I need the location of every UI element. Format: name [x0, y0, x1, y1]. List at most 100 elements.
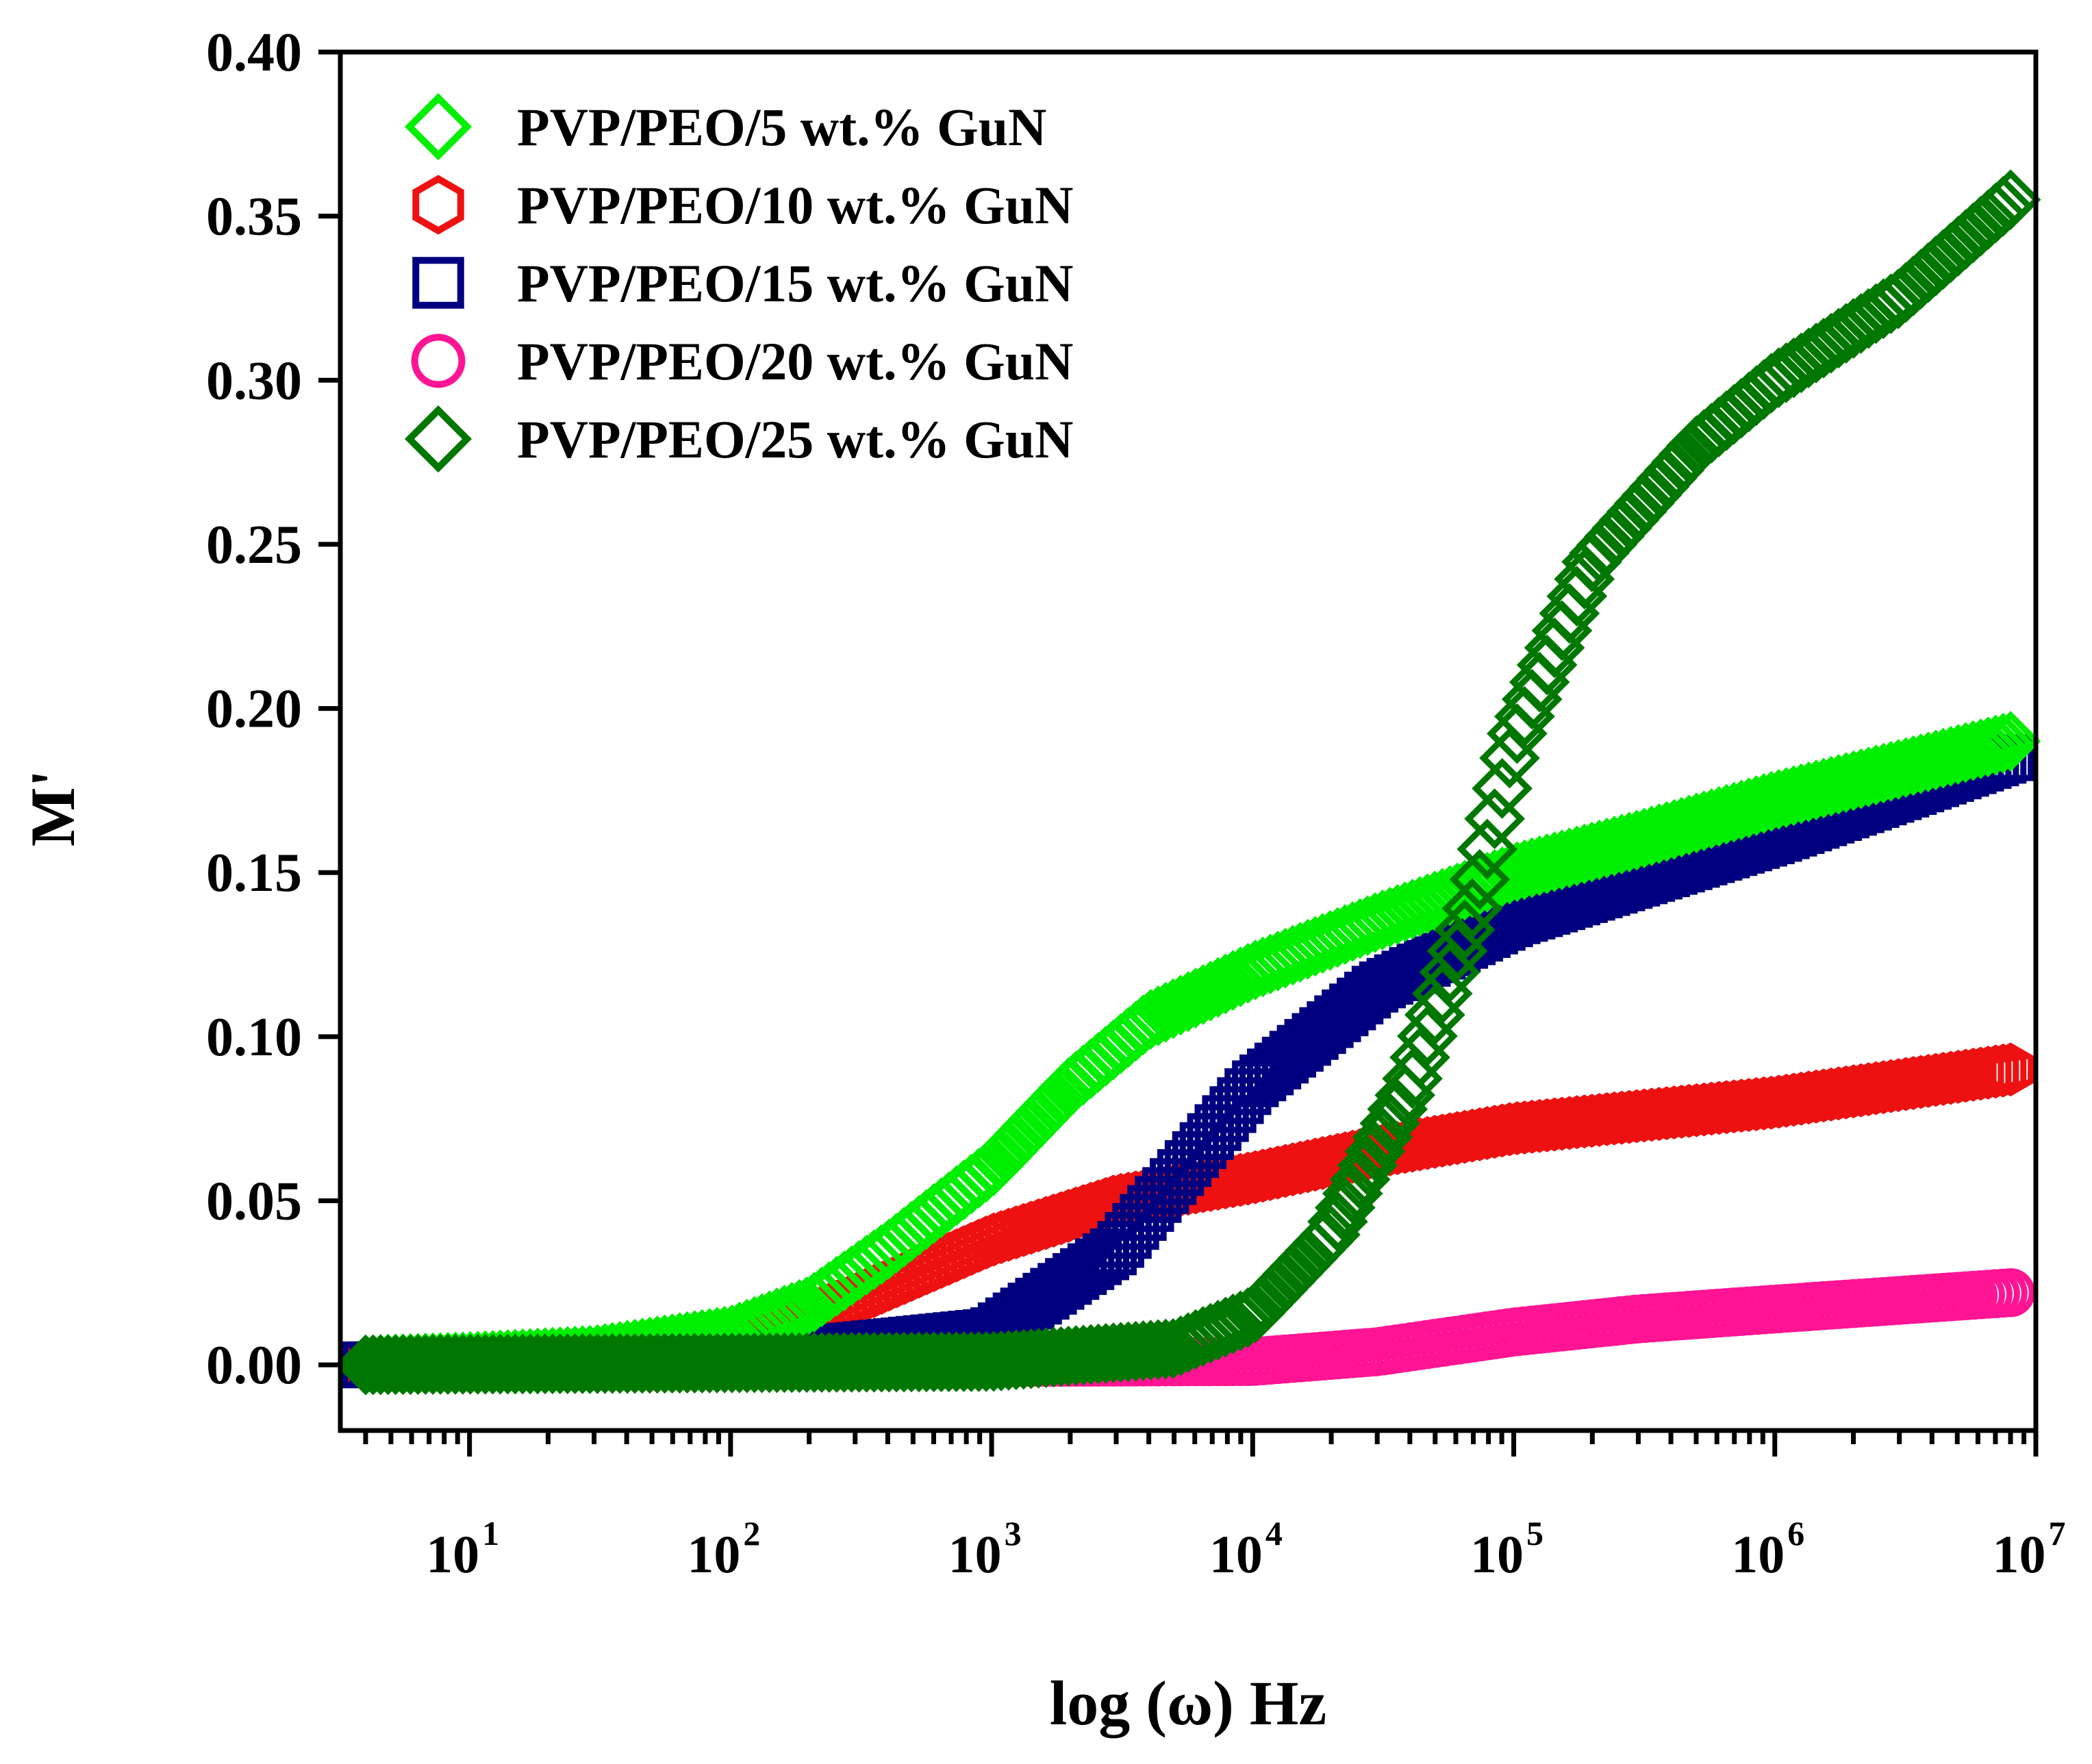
- data-point: [1441, 1109, 1489, 1164]
- data-point: [1202, 1155, 1249, 1210]
- data-point: [1980, 169, 2041, 231]
- data-point: [1965, 1045, 2012, 1100]
- data-point: [1448, 1108, 1496, 1163]
- data-point: [1419, 1113, 1466, 1168]
- data-point: [1531, 829, 1593, 891]
- series-1: [335, 711, 2041, 1396]
- data-point: [1875, 1058, 1922, 1112]
- data-point: [1022, 1196, 1070, 1250]
- data-point: [933, 1228, 980, 1283]
- data-point: [1904, 1054, 1952, 1108]
- y-tick-label: 0.10: [206, 1007, 302, 1068]
- data-point: [1807, 1067, 1855, 1122]
- data-point: [1620, 1088, 1668, 1143]
- data-point: [1246, 1147, 1294, 1201]
- data-point: [1269, 1142, 1316, 1197]
- data-point: [1957, 716, 2019, 778]
- data-point: [1553, 1095, 1600, 1150]
- x-tick-exponent: 2: [743, 1514, 760, 1552]
- data-point: [1889, 1056, 1937, 1110]
- data-point: [1740, 1076, 1787, 1131]
- data-point: [1763, 1073, 1810, 1128]
- data-point: [1726, 775, 1787, 836]
- data-point: [955, 1218, 1003, 1273]
- data-point: [1665, 1083, 1713, 1138]
- y-tick-label: 0.35: [206, 187, 302, 247]
- data-point: [1957, 1046, 2004, 1101]
- data-point: [1509, 835, 1570, 896]
- data-point: [985, 1207, 1033, 1262]
- data-point: [1037, 1191, 1085, 1246]
- x-tick-label: 102: [687, 1514, 760, 1584]
- data-point: [1658, 1085, 1705, 1139]
- data-point: [1755, 1074, 1802, 1129]
- data-point: [948, 1222, 995, 1276]
- data-point: [1935, 1050, 1982, 1104]
- legend: PVP/PEO/5 wt.% GuN PVP/PEO/10 wt.% GuN PVP…: [404, 92, 1074, 473]
- data-point: [1950, 718, 2011, 779]
- data-point: [1837, 1063, 1885, 1118]
- data-point: [1209, 1154, 1257, 1209]
- data-point: [1606, 1089, 1653, 1144]
- data-point: [1000, 1202, 1047, 1257]
- data-point: [1539, 827, 1600, 889]
- x-tick-label: 104: [1209, 1514, 1283, 1584]
- data-point: [1987, 1042, 2034, 1097]
- data-point: [1554, 823, 1615, 885]
- x-tick-exponent: 1: [482, 1514, 499, 1552]
- x-tick-exponent: 4: [1265, 1514, 1283, 1552]
- data-point: [1972, 712, 2034, 774]
- data-point: [1725, 1078, 1773, 1132]
- data-point: [1943, 720, 2004, 781]
- data-point: [1472, 757, 1533, 819]
- data-point: [1478, 1103, 1526, 1158]
- data-point: [1224, 1151, 1272, 1206]
- data-point: [1793, 1069, 1840, 1124]
- data-point: [1464, 788, 1526, 850]
- data-point: [1732, 1077, 1780, 1131]
- data-point: [1986, 1268, 2035, 1318]
- data-point: [1546, 825, 1608, 887]
- x-tick-exponent: 3: [1005, 1514, 1022, 1552]
- x-tick-label: 103: [948, 1514, 1022, 1584]
- data-point: [1897, 1055, 1945, 1109]
- data-point: [1696, 1081, 1743, 1135]
- data-point: [1456, 1107, 1503, 1161]
- data-point: [1045, 1189, 1092, 1243]
- data-point: [1411, 1115, 1459, 1169]
- data-point: [1471, 1105, 1518, 1159]
- data-point: [1561, 821, 1622, 883]
- data-point: [1486, 1102, 1533, 1157]
- y-tick-label: 0.40: [206, 23, 302, 83]
- data-point: [1867, 1059, 1915, 1113]
- y-tick-label: 0.30: [206, 351, 302, 411]
- data-point: [1232, 1150, 1279, 1205]
- data-point: [1733, 773, 1795, 834]
- data-point: [1554, 549, 1615, 609]
- data-point: [1433, 1111, 1481, 1166]
- data-point: [1053, 1186, 1100, 1241]
- legend-marker: [404, 92, 472, 161]
- data-point: [1561, 1094, 1608, 1149]
- data-point: [1374, 1064, 1436, 1126]
- data-point: [1449, 848, 1511, 910]
- data-point: [1569, 819, 1630, 881]
- data-point: [1239, 1148, 1287, 1203]
- legend-label: PVP/PEO/10 wt.% GuN: [517, 175, 1074, 235]
- x-tick-label: 101: [426, 1514, 499, 1584]
- data-point: [1927, 1050, 1974, 1105]
- data-point: [1530, 1097, 1578, 1152]
- data-point: [1972, 1044, 2019, 1099]
- data-point: [1568, 1094, 1615, 1148]
- data-point: [1583, 1092, 1630, 1146]
- data-point: [1591, 1091, 1638, 1146]
- legend-marker: [412, 175, 464, 235]
- y-tick-label: 0.00: [206, 1335, 302, 1396]
- data-point: [1494, 1101, 1541, 1155]
- data-point: [1523, 1098, 1571, 1152]
- data-point: [1942, 1048, 1989, 1103]
- legend-label: PVP/PEO/25 wt.% GuN: [517, 410, 1074, 469]
- data-point: [1576, 818, 1637, 879]
- data-point: [1030, 1194, 1077, 1248]
- data-point: [1643, 1086, 1690, 1140]
